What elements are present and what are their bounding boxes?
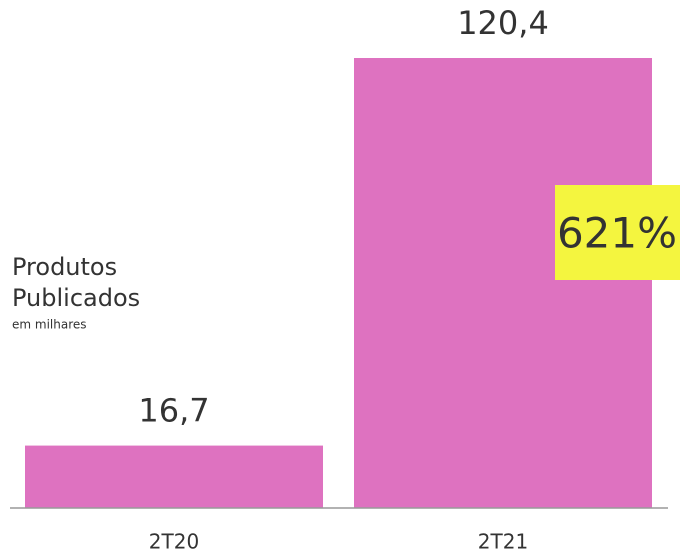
- annotation: 621%: [557, 209, 677, 258]
- sublabel: em milhares: [12, 318, 87, 332]
- x-tick-label: 2T21: [478, 530, 528, 553]
- label-line: Publicados: [12, 284, 140, 312]
- label-line: Produtos: [12, 253, 117, 281]
- bar: [354, 58, 652, 508]
- value-label: 120,4: [457, 4, 549, 42]
- value-label: 16,7: [138, 392, 209, 430]
- bar: [25, 445, 323, 508]
- annotation-box: [555, 185, 680, 280]
- x-tick-label: 2T20: [149, 530, 199, 553]
